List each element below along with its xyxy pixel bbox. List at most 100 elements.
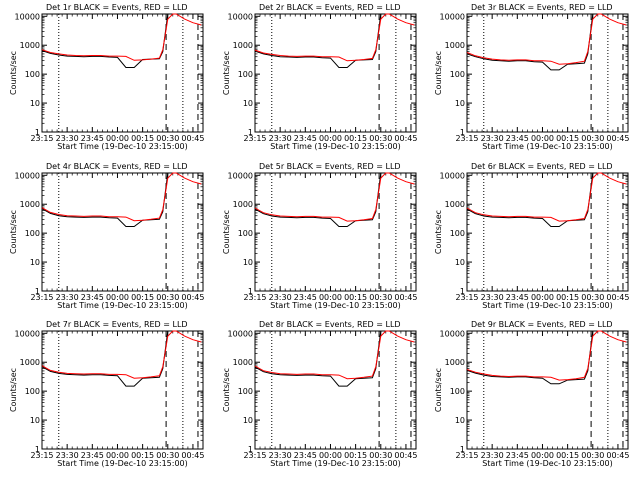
lld-series-line xyxy=(254,330,415,380)
x-tick-label: 00:00 xyxy=(106,134,129,143)
events-series-line xyxy=(41,330,173,387)
y-tick-label: 1 xyxy=(248,287,253,296)
y-axis-label: Counts/sec xyxy=(9,368,18,412)
y-tick-label: 1 xyxy=(248,128,253,137)
chart-panel: Det 8r BLACK = Events, RED = LLD 1 10 100 10… xyxy=(222,320,417,468)
y-tick-label: 100 xyxy=(25,70,40,79)
x-axis-label: Start Time (19-Dec-10 23:15:00) xyxy=(270,142,401,151)
x-tick-label: 23:15 xyxy=(30,293,53,302)
chart-title: Det 9r BLACK = Events, RED = LLD xyxy=(471,320,613,329)
y-tick-label: 10000 xyxy=(440,171,465,180)
x-tick-label: 23:30 xyxy=(269,451,292,460)
plot-frame xyxy=(466,330,629,450)
x-tick-label: 23:15 xyxy=(243,451,266,460)
x-tick-label: 23:30 xyxy=(481,134,504,143)
x-tick-label: 23:15 xyxy=(455,451,478,460)
x-tick-label: 23:45 xyxy=(81,293,104,302)
events-series-line xyxy=(41,172,173,227)
x-axis-label: Start Time (19-Dec-10 23:15:00) xyxy=(482,142,613,151)
x-axis-label: Start Time (19-Dec-10 23:15:00) xyxy=(57,459,188,468)
y-axis-label: Counts/sec xyxy=(9,210,18,254)
y-tick-label: 10 xyxy=(455,99,465,108)
y-tick-label: 100 xyxy=(25,387,40,396)
x-tick-label: 00:15 xyxy=(344,451,367,460)
x-tick-label: 00:30 xyxy=(369,451,392,460)
lld-series-line xyxy=(41,13,202,61)
chart-panel: Det 9r BLACK = Events, RED = LLD 1 10 100 10… xyxy=(434,320,629,468)
lld-series-line xyxy=(41,172,202,222)
y-tick-label: 10 xyxy=(243,258,253,267)
lld-series-line xyxy=(41,330,202,379)
events-series-line xyxy=(254,330,386,387)
x-tick-label: 00:45 xyxy=(606,134,629,143)
chart-panel: Det 3r BLACK = Events, RED = LLD 1 10 100 10… xyxy=(434,3,629,151)
x-tick-label: 00:15 xyxy=(556,134,579,143)
x-tick-label: 23:30 xyxy=(56,451,79,460)
y-tick-label: 1000 xyxy=(20,41,40,50)
y-axis-label: Counts/sec xyxy=(222,210,231,254)
x-tick-label: 00:15 xyxy=(344,134,367,143)
plot-frame xyxy=(254,330,417,450)
y-tick-label: 10000 xyxy=(15,329,40,338)
lld-series-line xyxy=(254,13,415,62)
y-tick-label: 1 xyxy=(35,128,40,137)
x-tick-label: 00:00 xyxy=(531,451,554,460)
lld-series-line xyxy=(466,172,627,222)
y-tick-label: 10 xyxy=(30,258,40,267)
x-tick-label: 23:30 xyxy=(481,451,504,460)
x-tick-label: 00:45 xyxy=(394,293,417,302)
y-tick-label: 1000 xyxy=(445,200,465,209)
x-axis-label: Start Time (19-Dec-10 23:15:00) xyxy=(57,142,188,151)
y-tick-label: 1 xyxy=(460,128,465,137)
y-tick-label: 1 xyxy=(460,445,465,454)
plot-frame xyxy=(41,13,204,133)
x-tick-label: 23:30 xyxy=(481,293,504,302)
y-tick-label: 10000 xyxy=(15,171,40,180)
x-tick-label: 23:45 xyxy=(81,451,104,460)
lld-series-line xyxy=(466,13,627,65)
y-tick-label: 1 xyxy=(460,287,465,296)
y-axis-label: Counts/sec xyxy=(434,51,443,95)
x-axis-label: Start Time (19-Dec-10 23:15:00) xyxy=(270,459,401,468)
y-tick-label: 10000 xyxy=(228,171,253,180)
lld-series-line xyxy=(466,330,627,381)
x-axis-label: Start Time (19-Dec-10 23:15:00) xyxy=(57,301,188,310)
y-tick-label: 100 xyxy=(238,70,253,79)
x-axis-label: Start Time (19-Dec-10 23:15:00) xyxy=(482,459,613,468)
y-tick-label: 1000 xyxy=(20,200,40,209)
y-tick-label: 100 xyxy=(238,229,253,238)
y-axis-label: Counts/sec xyxy=(222,368,231,412)
y-tick-label: 1 xyxy=(35,287,40,296)
chart-title: Det 2r BLACK = Events, RED = LLD xyxy=(259,3,401,12)
x-axis-label: Start Time (19-Dec-10 23:15:00) xyxy=(482,301,613,310)
x-tick-label: 00:45 xyxy=(394,451,417,460)
chart-panel: Det 4r BLACK = Events, RED = LLD 1 10 100 10… xyxy=(9,162,204,310)
x-tick-label: 00:00 xyxy=(106,293,129,302)
chart-panel: Det 2r BLACK = Events, RED = LLD 1 10 100 10… xyxy=(222,3,417,151)
x-tick-label: 23:45 xyxy=(506,451,529,460)
x-tick-label: 00:30 xyxy=(581,451,604,460)
x-tick-label: 00:30 xyxy=(581,134,604,143)
y-axis-label: Counts/sec xyxy=(9,51,18,95)
y-tick-label: 100 xyxy=(450,70,465,79)
x-tick-label: 23:15 xyxy=(30,134,53,143)
x-tick-label: 23:30 xyxy=(56,134,79,143)
x-tick-label: 23:45 xyxy=(506,134,529,143)
chart-panel: Det 6r BLACK = Events, RED = LLD 1 10 100 10… xyxy=(434,162,629,310)
x-tick-label: 23:30 xyxy=(269,293,292,302)
x-tick-label: 23:45 xyxy=(81,134,104,143)
y-axis-label: Counts/sec xyxy=(222,51,231,95)
x-tick-label: 00:00 xyxy=(319,134,342,143)
x-tick-label: 23:30 xyxy=(269,134,292,143)
chart-title: Det 5r BLACK = Events, RED = LLD xyxy=(259,162,401,171)
x-tick-label: 00:15 xyxy=(556,293,579,302)
x-tick-label: 00:45 xyxy=(606,451,629,460)
y-tick-label: 100 xyxy=(450,229,465,238)
x-tick-label: 00:30 xyxy=(156,293,179,302)
y-tick-label: 10000 xyxy=(440,329,465,338)
chart-title: Det 7r BLACK = Events, RED = LLD xyxy=(46,320,188,329)
x-tick-label: 00:45 xyxy=(181,451,204,460)
plot-frame xyxy=(466,13,629,133)
events-series-line xyxy=(466,13,598,71)
